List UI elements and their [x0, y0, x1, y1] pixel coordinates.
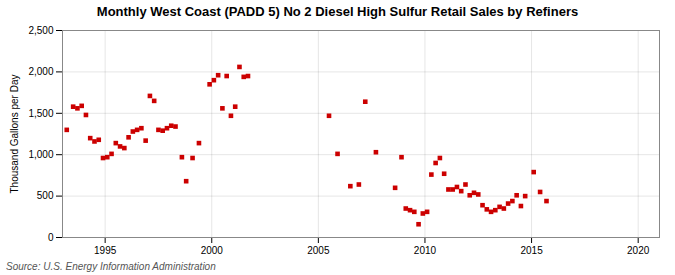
svg-text:1995: 1995	[94, 245, 117, 256]
html-text:Monthly West Coast (PADD 5) No: Monthly West Coast (PADD 5) No 2 Diesel …	[96, 4, 579, 19]
svg-text:2015: 2015	[520, 245, 543, 256]
svg-text:500: 500	[37, 190, 54, 201]
svg-text:0: 0	[48, 232, 54, 243]
svg-text:1,500: 1,500	[28, 108, 53, 119]
svg-text:Thousand Gallons per Day: Thousand Gallons per Day	[9, 75, 20, 194]
svg-text:2000: 2000	[201, 245, 224, 256]
svg-text:2020: 2020	[627, 245, 650, 256]
svg-text:2010: 2010	[414, 245, 437, 256]
svg-text:1,000: 1,000	[28, 149, 53, 160]
svg-text:2005: 2005	[307, 245, 330, 256]
svg-text:2,000: 2,000	[28, 66, 53, 77]
html-text:Source: U.S. Energy Informatio: Source: U.S. Energy Information Administ…	[6, 261, 216, 272]
svg-text:2,500: 2,500	[28, 25, 53, 36]
